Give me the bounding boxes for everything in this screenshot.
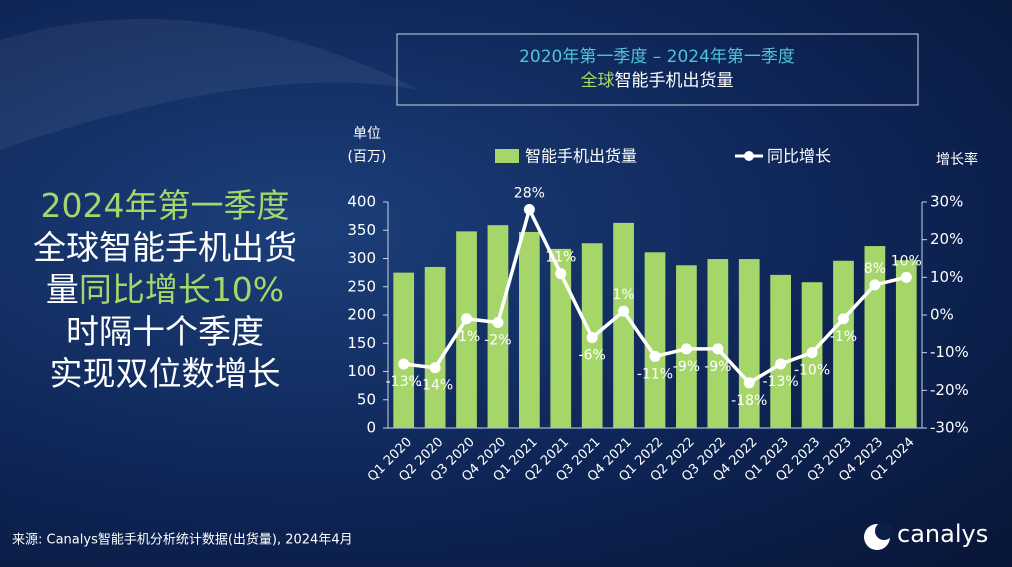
y2-tick-label: 20% xyxy=(930,230,963,248)
chart-title: 2020年第一季度 – 2024年第一季度 xyxy=(519,47,795,67)
line-point xyxy=(900,271,912,283)
legend-swatch xyxy=(744,151,754,161)
data-label: -13% xyxy=(763,374,799,390)
bar xyxy=(613,222,634,428)
chart-subtitle: 全球智能手机出货量 xyxy=(581,71,734,91)
headline-line: 时隔十个季度 xyxy=(66,312,264,351)
line-point xyxy=(837,313,849,325)
y2-tick-label: -10% xyxy=(930,343,969,361)
legend-label: 同比增长 xyxy=(767,147,831,166)
y-tick-label: 300 xyxy=(347,249,376,267)
source: 来源: Canalys智能手机分析统计数据(出货量), 2024年4月 xyxy=(12,532,353,548)
headline-segment: 实现双位数增长 xyxy=(50,354,281,393)
y2-tick-label: 30% xyxy=(930,193,963,211)
bar xyxy=(833,260,854,428)
line-point xyxy=(618,305,630,317)
bar xyxy=(424,266,446,428)
line-point xyxy=(398,358,410,370)
bar xyxy=(895,260,917,428)
data-label: -1% xyxy=(453,329,480,345)
line-point xyxy=(869,279,881,291)
bar xyxy=(518,231,540,428)
data-label: -18% xyxy=(731,393,767,409)
headline-segment: 时隔十个季度 xyxy=(66,312,264,351)
logo-text: canalys xyxy=(897,520,988,548)
line-point xyxy=(586,332,598,344)
bar xyxy=(770,274,792,428)
y-tick-label: 50 xyxy=(357,390,376,408)
y-axis-label: 单位 xyxy=(353,126,381,142)
data-label: 1% xyxy=(612,287,634,303)
data-label: -14% xyxy=(417,378,453,394)
y-tick-label: 150 xyxy=(347,334,376,352)
y2-tick-label: -30% xyxy=(930,419,969,437)
data-label: -1% xyxy=(830,329,857,345)
y-tick-label: 0 xyxy=(366,419,376,437)
data-label: 28% xyxy=(514,186,545,202)
data-label: -13% xyxy=(386,374,422,390)
subtitle-highlight: 全球 xyxy=(581,71,615,91)
data-label: 10% xyxy=(891,253,922,269)
y2-tick-label: -20% xyxy=(930,381,969,399)
data-label: -2% xyxy=(484,333,511,349)
line-point xyxy=(712,343,724,355)
title-box xyxy=(396,33,919,106)
headline-line: 实现双位数增长 xyxy=(50,354,281,393)
bar xyxy=(550,248,572,428)
data-label: 8% xyxy=(864,261,886,277)
line-point xyxy=(775,358,787,370)
line-point xyxy=(649,350,661,362)
bar xyxy=(456,231,477,428)
y-tick-label: 250 xyxy=(347,277,376,295)
y2-axis-label: 增长率 xyxy=(936,151,978,168)
headline-line: 2024年第一季度 xyxy=(41,186,290,225)
legend-swatch xyxy=(495,149,519,163)
line-point xyxy=(429,362,441,374)
y2-tick-label: 0% xyxy=(930,306,954,324)
bar xyxy=(644,252,666,428)
headline-segment: 同比增长10% xyxy=(79,270,284,309)
data-label: 11% xyxy=(545,250,576,266)
data-label: -10% xyxy=(794,363,830,379)
logo: canalys xyxy=(864,520,988,550)
y2-tick-label: 10% xyxy=(930,268,963,286)
line-point xyxy=(680,343,692,355)
legend-label: 智能手机出货量 xyxy=(525,147,637,166)
subtitle: 智能手机出货量 xyxy=(615,71,734,91)
decor xyxy=(0,18,420,150)
headline-line: 量同比增长10% xyxy=(46,270,284,309)
y-tick-label: 100 xyxy=(347,362,376,380)
y-tick-label: 350 xyxy=(347,221,376,239)
y-axis-label: (百万) xyxy=(348,149,387,165)
line-point xyxy=(555,268,567,280)
headline-segment: 量 xyxy=(46,270,79,309)
headline-segment: 2024年第一季度 xyxy=(41,186,290,225)
line-point xyxy=(523,204,535,216)
logo-icon xyxy=(875,522,893,540)
line-point xyxy=(806,347,818,359)
line-point xyxy=(743,377,755,389)
bar xyxy=(738,259,760,428)
y-tick-label: 200 xyxy=(347,306,376,324)
headline-line: 全球智能手机出货 xyxy=(33,228,297,267)
line-point xyxy=(461,313,473,325)
headline-segment: 全球智能手机出货 xyxy=(33,228,297,267)
y-tick-label: 400 xyxy=(347,193,376,211)
data-label: -9% xyxy=(673,359,700,375)
data-label: -9% xyxy=(704,359,731,375)
data-label: -6% xyxy=(579,348,606,364)
line-point xyxy=(492,317,504,329)
bar xyxy=(393,272,415,428)
data-label: -11% xyxy=(637,366,673,382)
